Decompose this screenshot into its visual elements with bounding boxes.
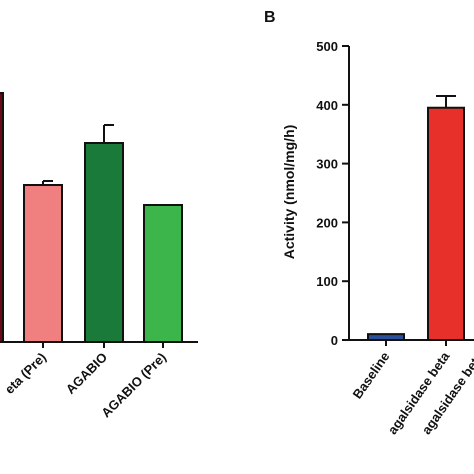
y-tick-label: 500 xyxy=(316,39,338,54)
y-tick-label: 400 xyxy=(316,98,338,113)
bar xyxy=(23,184,63,343)
bar xyxy=(84,142,124,343)
y-tick-label: 300 xyxy=(316,157,338,172)
bar xyxy=(427,106,465,341)
bar xyxy=(367,333,405,341)
x-tick-label: Baseline xyxy=(349,349,392,401)
bar xyxy=(143,204,183,343)
panel-b: B Activity (nmol/mg/h) 0 100 200 300 400 500 B… xyxy=(264,9,474,437)
y-tick-label: 100 xyxy=(316,274,338,289)
x-tick-label: eta (Pre) xyxy=(2,350,49,397)
partial-bar xyxy=(0,92,4,343)
panel-b-label: B xyxy=(264,9,276,26)
y-axis-label: Activity (nmol/mg/h) xyxy=(281,125,297,260)
y-tick-label: 200 xyxy=(316,215,338,230)
y-tick-label: 0 xyxy=(331,333,338,348)
x-tick-label: AGABIO xyxy=(63,350,110,397)
